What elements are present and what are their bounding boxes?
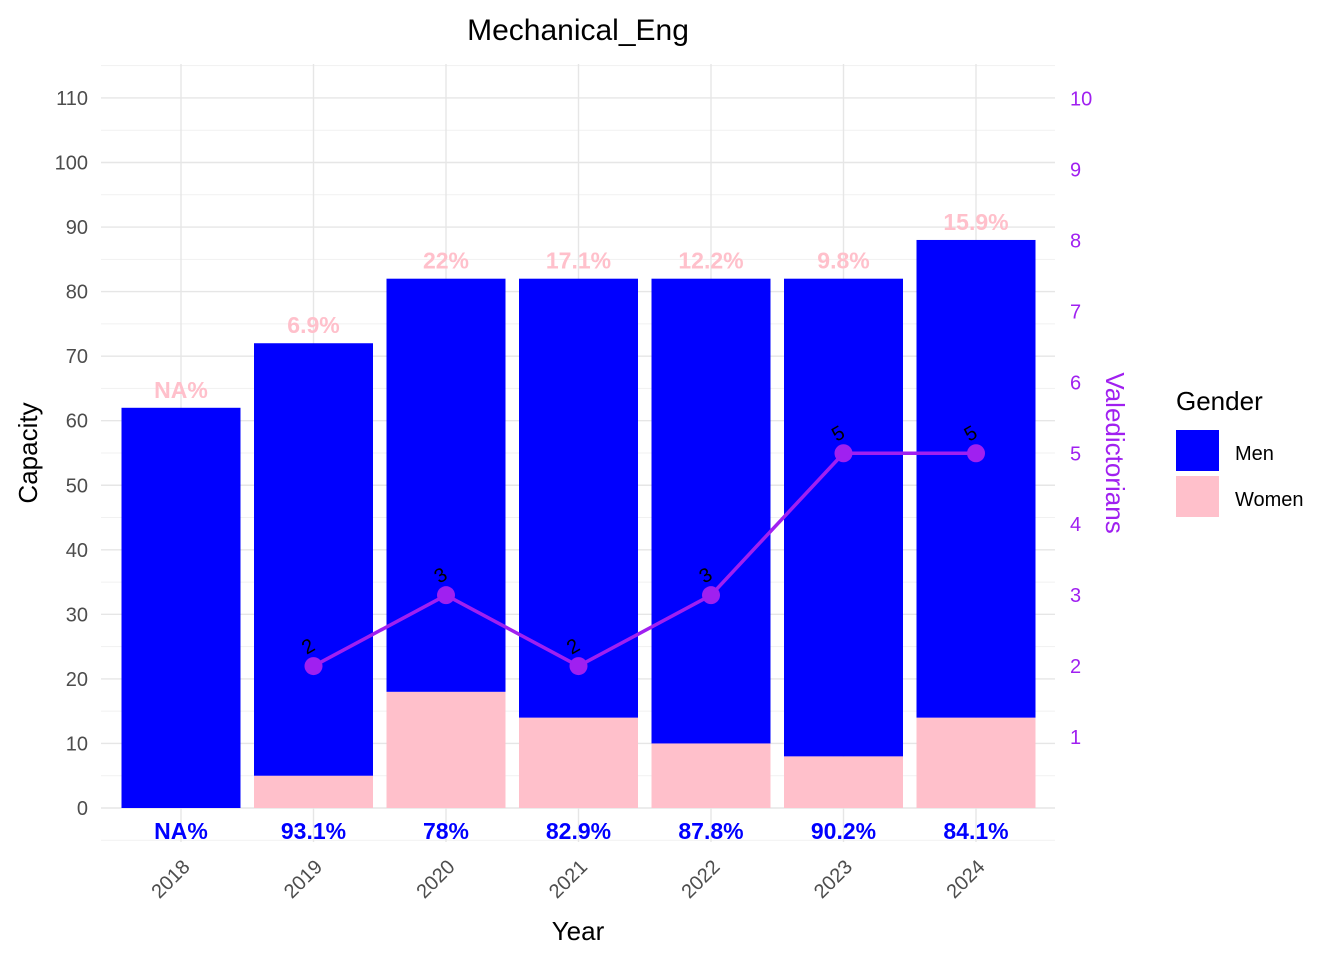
valedictorians-line bbox=[312, 451, 976, 668]
x-tick-label: 2020 bbox=[413, 856, 460, 903]
valedictorians-point-2021 bbox=[569, 657, 588, 676]
y-axis-right: 1 2 3 4 5 6 7 8 9 10 bbox=[1070, 89, 1092, 750]
x-tick-label: 2023 bbox=[810, 856, 857, 903]
valedictorians-point-2024 bbox=[967, 444, 985, 463]
men-pct-label: 84.1% bbox=[943, 818, 1008, 844]
x-tick-label: 2021 bbox=[545, 856, 592, 903]
y-tick-label: 40 bbox=[66, 540, 88, 562]
women-pct-label: NA% bbox=[154, 377, 208, 403]
y-tick-label: 30 bbox=[66, 604, 88, 626]
data-labels: NA% NA% 6.9% 93.1% 22% 78% 17.1% 82.9% 12.2% 87.8… bbox=[154, 209, 1008, 844]
valedictorians-point-2023 bbox=[834, 444, 853, 463]
women-pct-label: 17.1% bbox=[546, 248, 611, 274]
legend-label-women: Women bbox=[1235, 489, 1304, 511]
y-tick-label: 20 bbox=[66, 669, 88, 691]
bar-men-2018 bbox=[121, 407, 241, 808]
y-tick-label: 10 bbox=[66, 733, 88, 755]
y-tick-label: 50 bbox=[66, 475, 88, 497]
bar-men-2022 bbox=[651, 278, 771, 744]
bars bbox=[121, 239, 1036, 808]
legend: Gender Men Women bbox=[1176, 386, 1304, 517]
y-tick-label: 110 bbox=[56, 88, 88, 110]
y2-tick-label: 10 bbox=[1070, 89, 1092, 111]
valedictorians-point-2019 bbox=[304, 657, 323, 676]
women-pct-label: 22% bbox=[423, 248, 469, 274]
women-pct-label: 15.9% bbox=[943, 209, 1008, 235]
y-tick-label: 80 bbox=[66, 282, 88, 304]
bar-men-2023 bbox=[784, 278, 903, 757]
y2-axis-title: Valedictorians bbox=[1100, 372, 1130, 533]
legend-title: Gender bbox=[1176, 386, 1263, 416]
bar-women-2023 bbox=[784, 756, 903, 808]
chart-title: Mechanical_Eng bbox=[467, 14, 689, 47]
valedictorians-point-2022 bbox=[702, 586, 720, 605]
y-tick-label: 0 bbox=[77, 798, 88, 820]
women-pct-label: 9.8% bbox=[817, 248, 869, 274]
bar-men-2019 bbox=[254, 343, 373, 776]
men-pct-label: 90.2% bbox=[811, 818, 876, 844]
legend-swatch-women bbox=[1176, 476, 1219, 517]
y2-tick-label: 8 bbox=[1070, 230, 1081, 252]
x-tick-label: 2018 bbox=[148, 856, 195, 903]
x-axis-title: Year bbox=[552, 916, 605, 946]
x-tick-label: 2022 bbox=[678, 856, 725, 903]
y2-tick-label: 7 bbox=[1070, 301, 1081, 323]
bar-men-2024 bbox=[916, 239, 1036, 718]
y-axis-left: 0 10 20 30 40 50 60 70 80 90 100 110 bbox=[55, 88, 88, 820]
men-pct-label: 78% bbox=[423, 818, 469, 844]
men-pct-label: 82.9% bbox=[546, 818, 611, 844]
y2-tick-label: 2 bbox=[1070, 656, 1081, 678]
men-pct-label: 87.8% bbox=[678, 818, 743, 844]
men-pct-label: 93.1% bbox=[281, 818, 346, 844]
x-tick-label: 2019 bbox=[280, 856, 327, 903]
women-pct-label: 6.9% bbox=[287, 312, 339, 338]
y-tick-label: 70 bbox=[66, 346, 88, 368]
y2-tick-label: 6 bbox=[1070, 372, 1081, 394]
bar-women-2019 bbox=[254, 775, 373, 808]
y2-tick-label: 3 bbox=[1070, 585, 1081, 607]
bar-women-2022 bbox=[651, 743, 771, 808]
legend-swatch-men bbox=[1176, 430, 1219, 471]
legend-label-men: Men bbox=[1235, 443, 1274, 465]
x-axis: 2018 2019 2020 2021 2022 2023 2024 bbox=[148, 856, 990, 903]
y-tick-label: 90 bbox=[66, 217, 88, 239]
x-tick-label: 2024 bbox=[943, 856, 990, 903]
y-tick-label: 60 bbox=[66, 411, 88, 433]
valedictorians-point-2020 bbox=[437, 586, 455, 605]
bar-women-2021 bbox=[519, 717, 638, 808]
bar-women-2020 bbox=[386, 691, 506, 808]
y2-tick-label: 9 bbox=[1070, 159, 1081, 181]
men-pct-label: NA% bbox=[154, 818, 208, 844]
y2-tick-label: 5 bbox=[1070, 443, 1081, 465]
bar-women-2024 bbox=[916, 717, 1036, 808]
bar-men-2020 bbox=[386, 278, 506, 692]
women-pct-label: 12.2% bbox=[678, 248, 743, 274]
y-tick-label: 100 bbox=[55, 153, 88, 175]
y2-tick-label: 4 bbox=[1070, 514, 1081, 536]
y2-tick-label: 1 bbox=[1070, 727, 1081, 749]
y-axis-title: Capacity bbox=[13, 402, 43, 503]
